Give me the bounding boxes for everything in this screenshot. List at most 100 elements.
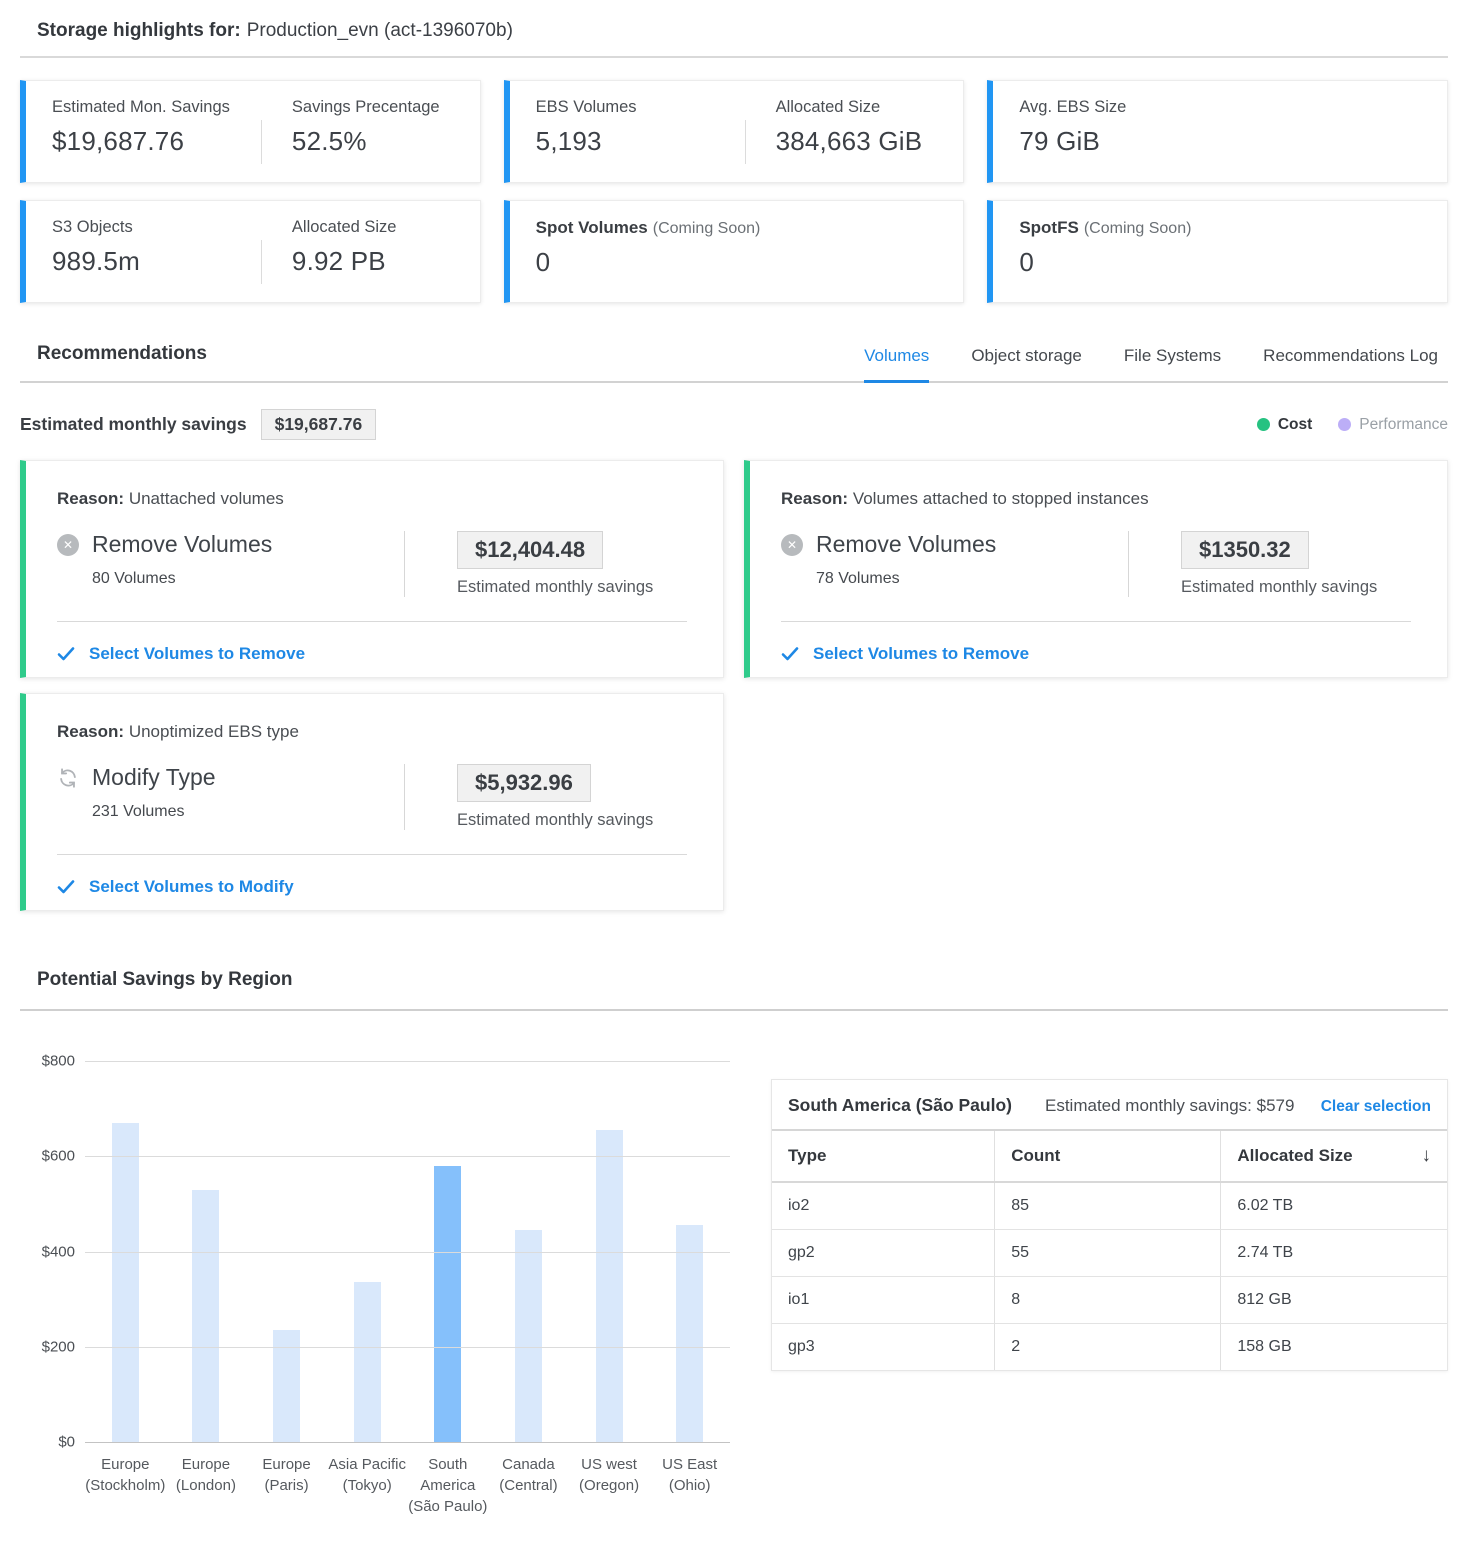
volume-count: 78 Volumes [816,570,900,587]
recommendations-title: Recommendations [37,343,207,364]
tab-object-storage[interactable]: Object storage [971,346,1082,365]
account-name: Production_evn (act-1396070b) [246,20,513,41]
action-divider [404,531,405,597]
bar-europe-stockholm[interactable] [111,1122,139,1442]
stat-divider [260,120,262,164]
tab-file-systems[interactable]: File Systems [1123,346,1222,365]
tab-volumes[interactable]: Volumes [864,346,930,383]
action-title: Remove Volumes [92,531,273,557]
stat-value: 5,193 [535,126,602,156]
check-icon [781,646,799,662]
stat-ebs-volumes: EBS Volumes 5,193 [536,98,745,182]
gridline [85,1061,730,1062]
cell-allocated-size: 812 GB [1220,1276,1447,1324]
volume-count: 231 Volumes [92,803,185,820]
performance-dot-icon [1338,418,1352,431]
coming-soon-tag: (Coming Soon) [1083,220,1192,237]
bar-us-west-oregon[interactable] [595,1130,623,1442]
select-volumes-to-remove-link[interactable]: Select Volumes to Remove [781,644,1029,664]
bar-us-east-ohio[interactable] [676,1225,704,1442]
chart-legend: Cost Performance [1256,415,1448,434]
bar-cell [488,1061,569,1442]
summary-label: Estimated monthly savings [20,414,247,434]
remove-volumes-icon: ✕ [781,533,803,556]
table-row[interactable]: io2 85 6.02 TB [772,1182,1447,1230]
category-label: South America (São Paulo) [408,1456,488,1515]
category-label: Europe (Stockholm) [85,1456,166,1494]
stat-allocated-size: Allocated Size 384,663 GiB [746,98,923,182]
action-row: ✕ Remove Volumes 80 Volumes $12,404.48 E… [57,531,687,597]
rec-card-unoptimized-ebs-type: Reason: Unoptimized EBS type Modify Type [20,693,724,911]
cell-type: io1 [772,1276,995,1324]
category-label: Asia Pacific (Tokyo) [328,1456,406,1494]
bar-cell [246,1061,327,1442]
stat-value: 0 [1019,247,1034,277]
reason-text: Unoptimized EBS type [128,722,299,741]
region-section-header: Potential Savings by Region [20,969,1448,1009]
reason-label: Reason: [57,722,125,741]
savings-by-region-chart: $800 $600 $400 $200 $0 Europe (Stockholm) Euro… [20,1053,730,1517]
cell-count: 85 [994,1182,1221,1230]
category-label: Europe (London) [175,1456,236,1494]
gridline [85,1442,730,1443]
legend-cost[interactable]: Cost [1256,415,1313,434]
column-header-allocated-size[interactable]: Allocated Size ↓ [1220,1131,1447,1183]
tab-recommendations-log[interactable]: Recommendations Log [1263,346,1438,365]
bar-canada-central[interactable] [514,1230,542,1442]
column-header-count[interactable]: Count [994,1131,1221,1183]
legend-performance[interactable]: Performance [1338,416,1448,434]
remove-volumes-icon: ✕ [57,533,79,556]
category-label: US west (Oregon) [579,1456,640,1494]
select-volumes-to-modify-link[interactable]: Select Volumes to Modify [57,877,294,897]
y-axis-tick: $600 [41,1147,75,1165]
category-label: US East (Ohio) [662,1456,718,1494]
bar-cell [85,1061,166,1442]
sort-descending-icon[interactable]: ↓ [1421,1145,1432,1166]
stat-label: EBS Volumes [535,98,637,116]
card-divider [781,621,1411,622]
action-title: Remove Volumes [816,531,997,557]
stat-card-spot-volumes: Spot Volumes (Coming Soon) 0 [503,200,965,303]
stat-avg-ebs-size: Avg. EBS Size 79 GiB [1019,98,1126,182]
recommendation-cards: Reason: Unattached volumes ✕ Remove Volu… [20,460,1448,911]
recommendations-header: Recommendations Volumes Object storage F… [20,343,1448,383]
bar-south-america-s-o-paulo[interactable] [434,1166,462,1442]
table-row[interactable]: gp3 2 158 GB [772,1323,1447,1370]
reason-line: Reason: Volumes attached to stopped inst… [781,489,1411,509]
stat-value: 0 [535,247,551,277]
savings-summary-row: Estimated monthly savings $19,687.76 Cos… [20,409,1448,440]
clear-selection-link[interactable]: Clear selection [1320,1098,1431,1115]
savings-amount-badge: $1350.32 [1181,531,1309,569]
reason-line: Reason: Unoptimized EBS type [57,722,687,742]
stat-spotfs: SpotFS (Coming Soon) 0 [1019,218,1191,302]
modify-type-icon [57,767,79,789]
gridline [85,1251,730,1253]
page-header: Storage highlights for: Production_evn (a… [20,14,1448,56]
stat-divider [744,120,746,164]
stat-label: SpotFS [1019,218,1079,237]
bar-europe-london[interactable] [192,1189,220,1442]
legend-label: Cost [1277,415,1313,433]
stat-value: 384,663 GiB [775,126,923,156]
bar-cell [649,1061,730,1442]
bar-europe-paris[interactable] [273,1329,301,1442]
stat-divider [260,240,262,284]
savings-amount-badge: $12,404.48 [457,531,604,569]
y-axis-tick: $0 [58,1433,75,1451]
stat-estimated-mon-savings: Estimated Mon. Savings $19,687.76 [52,98,261,182]
bar-cell [166,1061,247,1442]
bar-asia-pacific-tokyo[interactable] [353,1282,381,1442]
savings-caption: Estimated monthly savings [457,811,654,829]
table-row[interactable]: io1 8 812 GB [772,1276,1447,1324]
cell-count: 2 [994,1323,1221,1370]
stat-label: Estimated Mon. Savings [52,98,230,116]
page-title: Storage highlights for: [37,20,241,41]
reason-text: Volumes attached to stopped instances [852,489,1149,508]
stat-label: Allocated Size [291,218,397,236]
y-axis-tick: $200 [41,1338,75,1356]
table-row[interactable]: gp2 55 2.74 TB [772,1229,1447,1277]
column-header-type[interactable]: Type [772,1131,995,1183]
select-volumes-to-remove-link[interactable]: Select Volumes to Remove [57,644,305,664]
savings-block: $5,932.96 Estimated monthly savings [405,764,653,830]
cell-type: io2 [772,1182,995,1230]
